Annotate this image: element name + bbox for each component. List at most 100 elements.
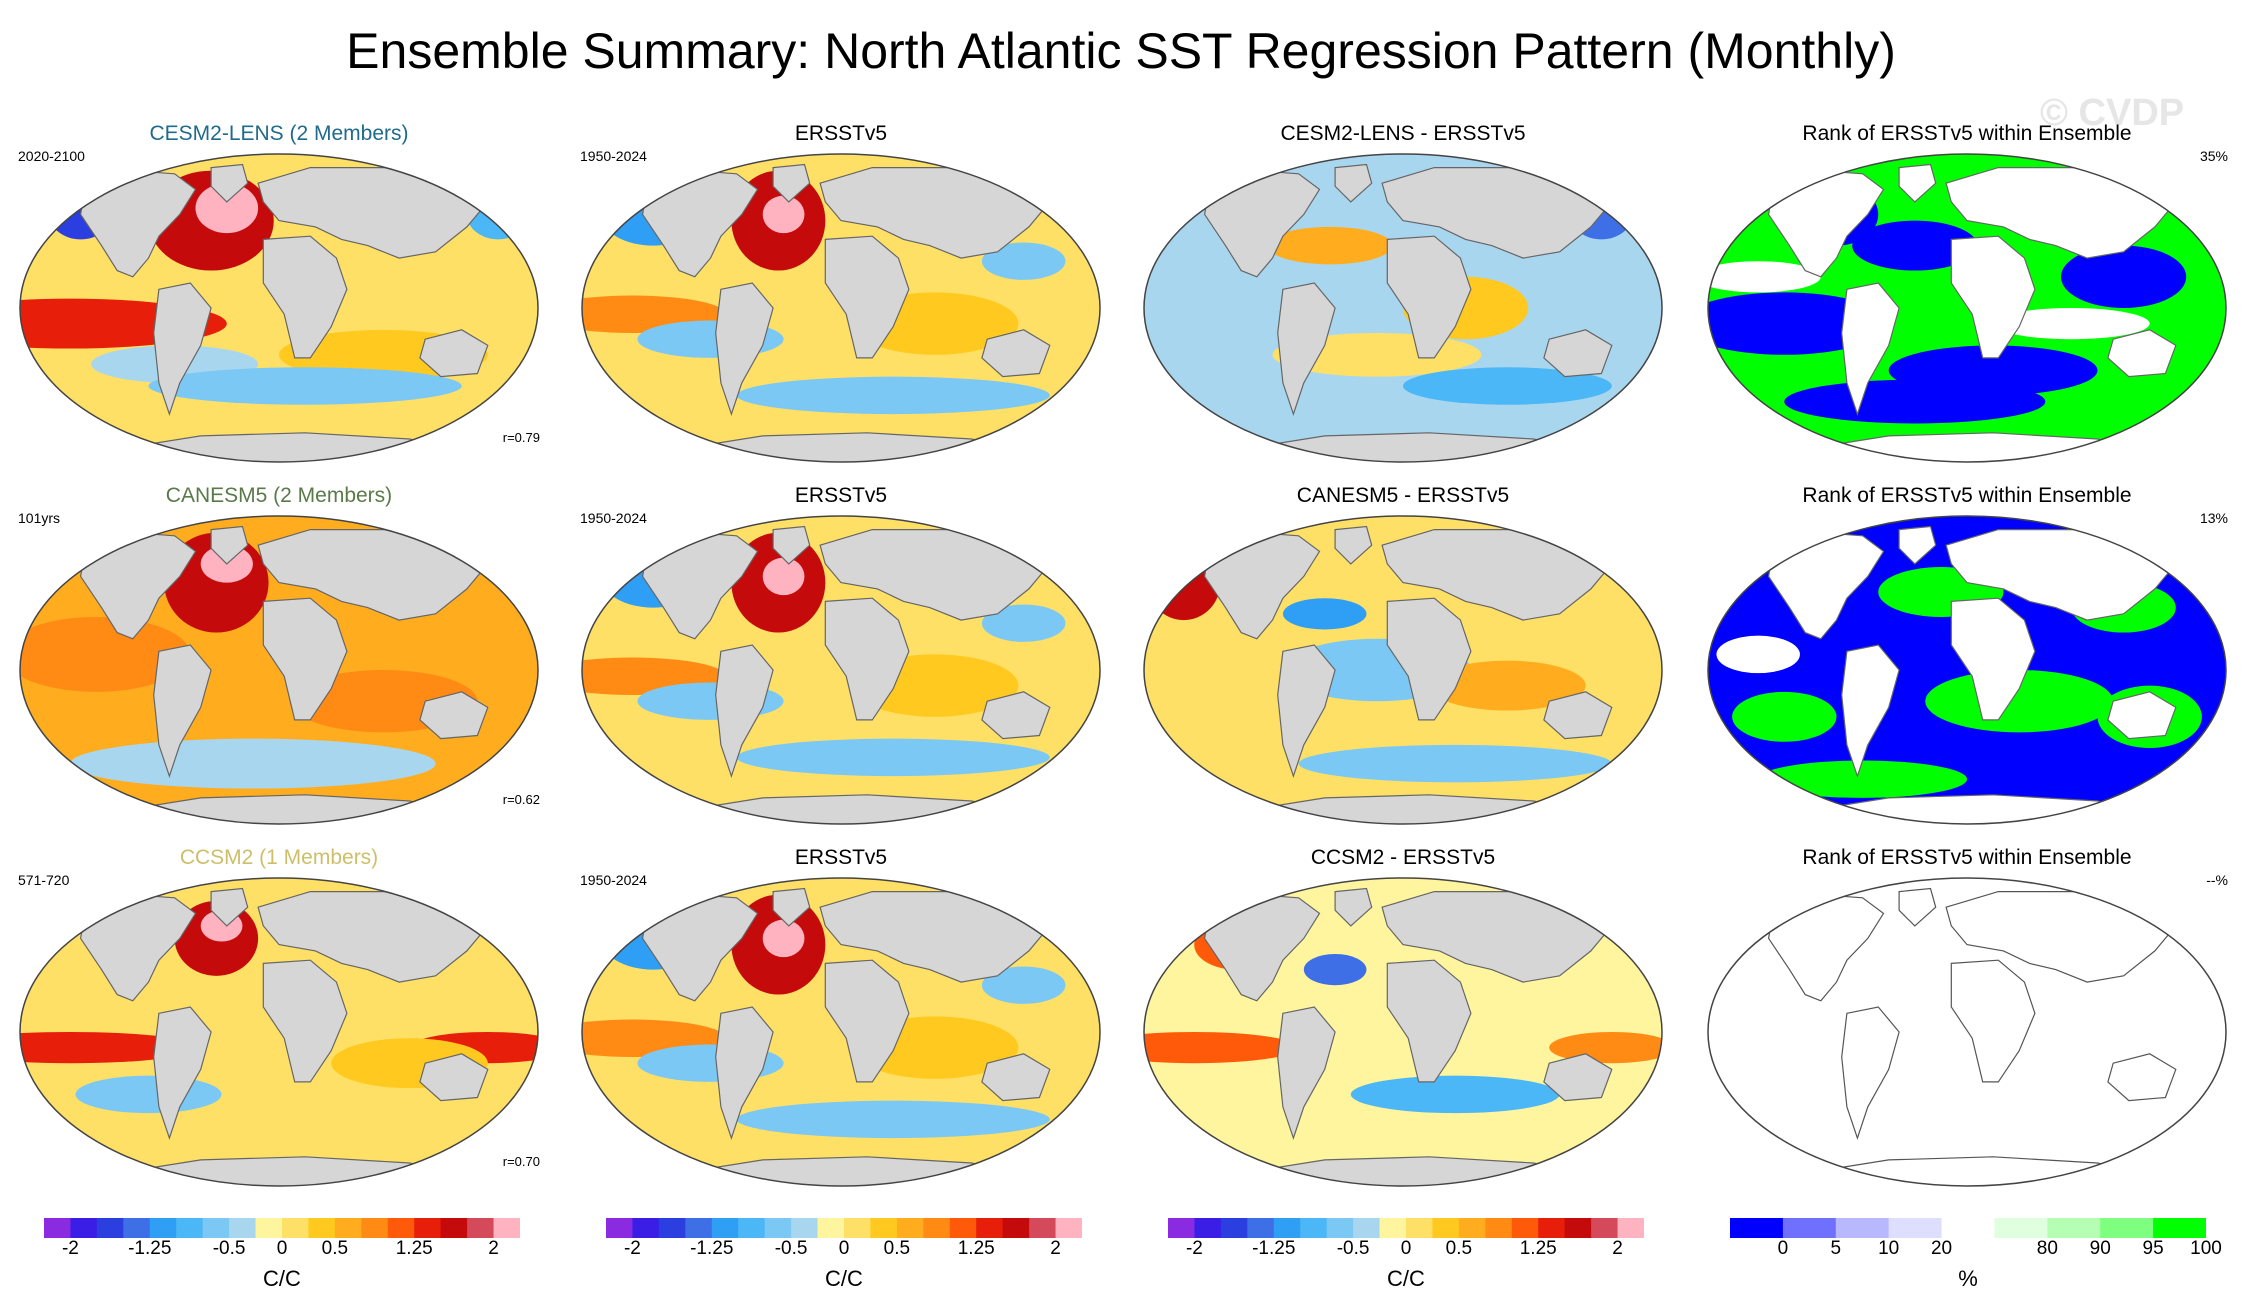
colorbar-box [1168,1218,1195,1238]
colorbar-box [1379,1218,1407,1238]
colorbar-tick-label: -2 [623,1238,641,1259]
land-greenland [210,887,249,927]
colorbar-box [1273,1218,1301,1238]
colorbar-unit: C/C [1387,1266,1425,1291]
anomaly-region [195,183,259,234]
colorbar-box [1002,1218,1030,1238]
colorbar-tick-label: 2 [488,1238,499,1259]
rank-region [1784,379,2046,424]
land-namerica [1203,894,1321,1002]
land-samerica [153,282,212,416]
colorbar-tick-label: -1.25 [128,1238,172,1259]
colorbar-box [606,1218,633,1238]
land-africa [1386,597,1472,721]
land-africa [824,959,910,1083]
colorbar-box [440,1218,468,1238]
colorbar-box [1029,1218,1057,1238]
anomaly-region [1429,660,1586,711]
land-australia [419,1053,489,1102]
land-africa [1950,235,2036,359]
land-samerica [153,1006,212,1140]
map-border [1143,515,1663,825]
land-samerica [1277,282,1336,416]
colorbar-box [1730,1218,1784,1238]
colorbar-tick-label: 2 [1612,1238,1623,1259]
panel-title: CCSM2 - ERSSTv5 [1310,846,1496,869]
colorbar-box [844,1218,871,1238]
map-border [581,153,1101,463]
land-namerica [641,894,759,1002]
colorbar-box [44,1218,71,1238]
colorbar-tick-label: -0.5 [1336,1238,1370,1259]
land-samerica [715,1006,774,1140]
colorbar-tick-label: 0 [1777,1238,1789,1259]
colorbar-box [1835,1218,1890,1238]
colorbar-box [1538,1218,1566,1238]
colorbar-tick-labels: -2 -1.25 -0.5 0 0.5 1.25 2 [44,1238,520,1264]
land-greenland [772,163,811,203]
colorbar-box [870,1218,898,1238]
land-australia [419,329,489,378]
land-africa [262,597,348,721]
panel-years: 1950-2024 [580,872,647,888]
colorbar-box [334,1218,362,1238]
colorbar-box [493,1218,521,1238]
colorbar-box [1220,1218,1248,1238]
land-samerica [153,644,212,778]
colorbar-box [764,1218,792,1238]
colorbar-boxes [44,1218,521,1238]
colorbar-box [658,1218,686,1238]
rank-region [1993,308,2150,340]
colorbar-box [202,1218,230,1238]
land-namerica [1767,894,1885,1002]
colorbar-tick-label: -2 [1185,1238,1203,1259]
land-australia [2107,1053,2177,1102]
land-africa [824,597,910,721]
global-map [19,877,539,1187]
anomaly-region [148,367,462,405]
colorbar-box [387,1218,415,1238]
colorbar-box [1888,1218,1943,1238]
global-map [19,153,539,463]
anomaly-region [1144,1032,1299,1064]
colorbar-box [791,1218,819,1238]
rank-region [1758,760,1967,798]
land-greenland [1898,887,1937,927]
panel-title: Rank of ERSSTv5 within Ensemble [1802,846,2132,869]
anomaly-region [981,242,1066,280]
colorbar-box [361,1218,389,1238]
anomaly-region [981,604,1066,642]
rank-percent: 13% [2199,510,2228,526]
panel-rank-row3: Rank of ERSSTv5 within Ensemble --% [1706,846,2228,1187]
colorbar-tick-labels: -2 -1.25 -0.5 0 0.5 1.25 2 [1168,1238,1644,1264]
land-africa [1386,235,1472,359]
colorbar-tick-label: 0 [1400,1238,1412,1259]
colorbar-box [467,1218,495,1238]
regression-colorbar-2: -2 -1.25 -0.5 0 0.5 1.25 2 C/C [606,1218,1083,1298]
panel-years: 1950-2024 [580,148,647,164]
colorbar-box [1194,1218,1222,1238]
land-greenland [1898,163,1937,203]
panel-title: CESM2-LENS (2 Members) [149,122,409,145]
colorbar-box [2153,1218,2207,1238]
colorbar-tick-label: 0 [276,1238,288,1259]
land-australia [1543,691,1613,740]
colorbar-box [1617,1218,1645,1238]
land-australia [2107,329,2177,378]
rank-region [1708,292,1889,355]
colorbar-tick-label: 1.25 [1519,1238,1557,1259]
colorbar-box [1300,1218,1328,1238]
colorbar-box [923,1218,951,1238]
land-greenland [210,163,249,203]
colorbar-box [632,1218,660,1238]
panel-title: CESM2-LENS - ERSSTv5 [1280,122,1526,145]
anomaly-region [762,195,805,234]
colorbar-boxes [606,1218,1083,1238]
land-africa [824,235,910,359]
colorbar-tick-label: -0.5 [212,1238,246,1259]
land-africa [1950,597,2036,721]
land-namerica [641,170,759,278]
colorbar-box [123,1218,151,1238]
colorbar-box [738,1218,766,1238]
land-australia [1543,1053,1613,1102]
